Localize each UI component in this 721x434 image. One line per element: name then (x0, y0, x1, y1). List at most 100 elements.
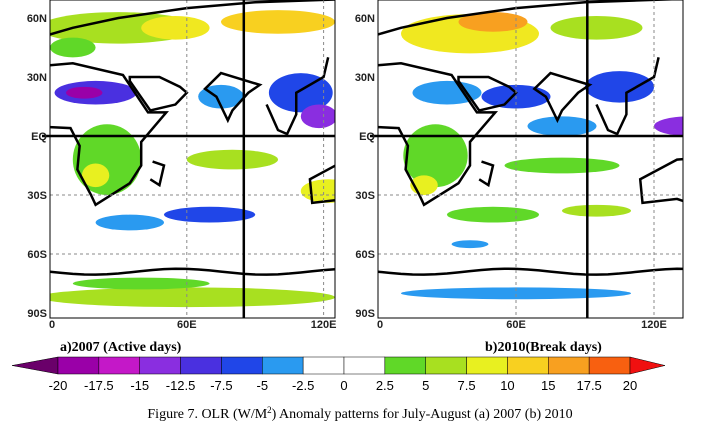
colorbar-label: 10 (500, 378, 514, 393)
colorbar-label: -2.5 (292, 378, 314, 393)
longitude-label: 0 (377, 319, 383, 331)
anomaly-area (504, 157, 620, 174)
anomaly-area (221, 10, 335, 34)
colorbar-box (302, 356, 345, 375)
colorbar-label: 20 (623, 378, 637, 393)
colorbar-box (343, 356, 386, 375)
anomaly-area (654, 116, 683, 136)
coastline (478, 160, 495, 188)
coastline (265, 57, 330, 136)
longitude-label: 120E (641, 319, 667, 331)
map-panel (50, 0, 335, 318)
anomaly-area (562, 204, 631, 217)
anomaly-area (141, 16, 210, 40)
colorbar-box (588, 356, 631, 375)
anomaly-area (527, 116, 597, 136)
colorbar-label: -5 (257, 378, 269, 393)
anomaly-area (186, 149, 278, 170)
colorbar-box (57, 356, 100, 375)
longitude-label: 60E (177, 319, 197, 331)
map-panel (378, 0, 683, 318)
anomaly-area (412, 80, 482, 105)
longitude-label: 0 (49, 319, 55, 331)
coastline (50, 61, 169, 207)
coastline (50, 0, 335, 36)
panel-caption: b)2010(Break days) (485, 340, 602, 355)
colorbar-label: 2.5 (376, 378, 394, 393)
anomaly-area (65, 86, 103, 99)
colorbar-box (139, 356, 181, 375)
colorbar-box (425, 356, 467, 375)
caption-text: Figure 7. OLR (W/M (147, 407, 267, 422)
anomaly-area (95, 214, 164, 231)
colorbar-box (507, 356, 549, 375)
longitude-label: 120E (311, 319, 337, 331)
colorbar-label: 15 (541, 378, 555, 393)
colorbar-arrow (629, 356, 666, 375)
coastline (595, 57, 660, 136)
anomaly-area (50, 37, 96, 58)
coastline (50, 267, 335, 276)
latitude-label: EQ (359, 131, 375, 143)
caption-superscript: 2 (267, 405, 272, 415)
colorbar-label: -7.5 (210, 378, 232, 393)
colorbar-box (180, 356, 222, 375)
colorbar-label: -15 (130, 378, 149, 393)
latitude-label: 60S (27, 249, 47, 261)
anomaly-area (458, 12, 528, 32)
colorbar-label: -17.5 (84, 378, 114, 393)
colorbar-label: 0 (340, 378, 347, 393)
latitude-label: 30S (355, 190, 375, 202)
panel-caption: a)2007 (Active days) (60, 340, 182, 355)
colorbar-box (262, 356, 304, 375)
longitude-label: 60E (506, 319, 526, 331)
coastline (128, 75, 189, 112)
colorbar-arrow (11, 356, 59, 375)
colorbar-box (384, 356, 426, 375)
caption-text: ) Anomaly patterns for July-August (a) 2… (272, 407, 573, 422)
colorbar-box (466, 356, 508, 375)
latitude-label: 60N (27, 13, 47, 25)
anomaly-area (451, 240, 489, 249)
latitude-label: 60N (355, 13, 375, 25)
colorbar-box (221, 356, 263, 375)
latitude-label: 90S (27, 308, 47, 320)
coastline (532, 71, 593, 124)
anomaly-area (585, 71, 654, 103)
coastline (203, 71, 263, 124)
latitude-label: 30N (355, 72, 375, 84)
colorbar-box (98, 356, 140, 375)
colorbar-label: 5 (422, 378, 429, 393)
anomaly-area (81, 163, 110, 188)
latitude-label: 90S (355, 308, 375, 320)
coastline (378, 267, 683, 276)
latitude-label: 30S (27, 190, 47, 202)
coastline (457, 75, 518, 112)
latitude-label: 60S (355, 249, 375, 261)
anomaly-area (50, 287, 335, 308)
colorbar-label: -20 (49, 378, 68, 393)
anomaly-area (447, 206, 539, 223)
anomaly-area (268, 73, 333, 113)
coastline (378, 0, 683, 36)
map-frame (377, 0, 684, 319)
anomaly-area (72, 277, 210, 290)
coastline (308, 164, 335, 205)
colorbar-label: 17.5 (576, 378, 601, 393)
colorbar-label: 7.5 (458, 378, 476, 393)
latitude-label: 30N (27, 72, 47, 84)
colorbar-label: -12.5 (166, 378, 196, 393)
latitude-label: EQ (31, 131, 47, 143)
anomaly-area (164, 206, 256, 223)
coastline (638, 157, 683, 205)
colorbar-box (548, 356, 590, 375)
figure-caption: Figure 7. OLR (W/M2) Anomaly patterns fo… (147, 405, 572, 422)
coastline (378, 61, 499, 207)
anomaly-area (300, 104, 335, 129)
anomaly-area (401, 287, 631, 300)
anomaly-area (403, 124, 468, 188)
map-frame (49, 0, 336, 319)
coastline (149, 160, 166, 188)
anomaly-area (550, 16, 643, 40)
